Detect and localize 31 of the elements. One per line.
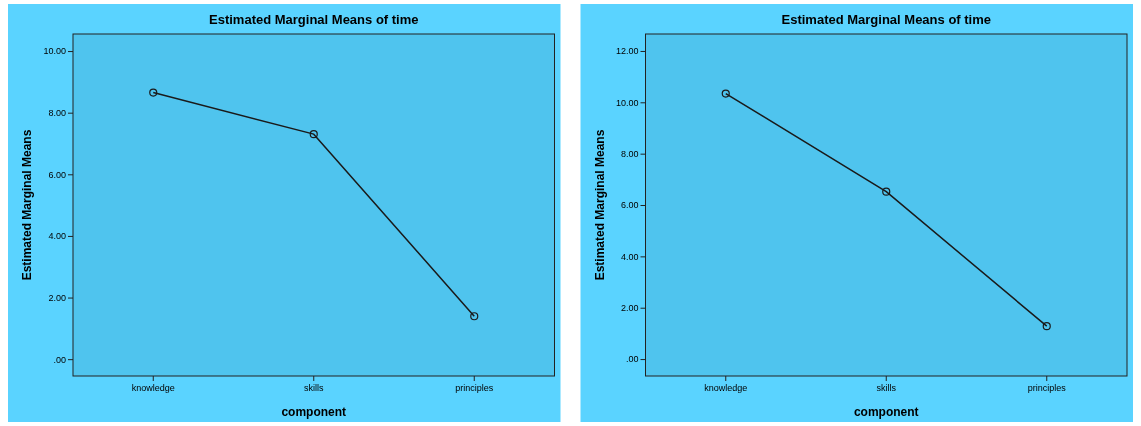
y-tick-label: 12.00: [615, 46, 639, 57]
x-tick-label: principles: [1027, 383, 1067, 393]
y-tick-label: .00: [53, 354, 66, 365]
x-tick-label: skills: [876, 383, 897, 393]
point: [309, 130, 318, 139]
y-axis-title: Estimated Marginal Means: [20, 129, 34, 281]
y-tick-label: 8.00: [48, 108, 66, 119]
x-tick-label: principles: [455, 383, 494, 393]
y-tick-label: 6.00: [48, 169, 66, 180]
y-tick-label: 8.00: [620, 149, 639, 160]
x-tick-label: knowledge: [704, 383, 748, 393]
chart-title: Estimated Marginal Means of time: [209, 12, 419, 27]
y-tick-label: 10.00: [615, 97, 639, 108]
y-tick-label: 10.00: [43, 46, 66, 57]
y-tick-label: 6.00: [620, 200, 639, 211]
y-axis-title: Estimated Marginal Means: [592, 129, 607, 281]
y-tick-label: .00: [625, 354, 639, 365]
x-axis-title: component: [853, 405, 919, 419]
y-tick-label: 4.00: [48, 231, 66, 242]
y-tick-label: 2.00: [620, 303, 639, 314]
point: [882, 187, 891, 196]
point: [149, 88, 158, 97]
point: [1042, 322, 1051, 331]
y-tick-label: 4.00: [620, 251, 639, 262]
x-tick-label: knowledge: [131, 383, 175, 393]
x-tick-label: skills: [304, 383, 324, 393]
y-tick-label: 2.00: [48, 292, 66, 303]
point: [470, 312, 479, 321]
point: [721, 89, 730, 98]
chart-title: Estimated Marginal Means of time: [781, 12, 991, 27]
x-axis-title: component: [281, 405, 347, 419]
